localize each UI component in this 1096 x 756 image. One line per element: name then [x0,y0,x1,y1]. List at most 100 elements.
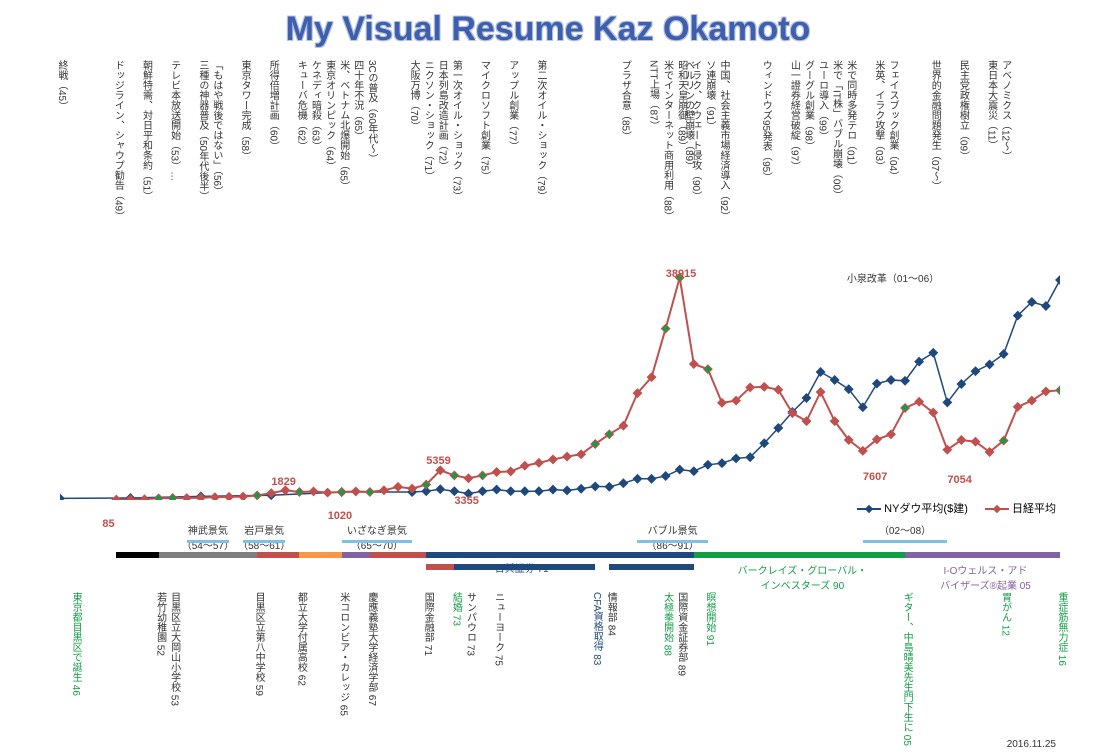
bottom-event: 東京都目黒区で誕生 46 [68,592,83,696]
top-event: 東京タワー完成（58） [237,60,252,161]
chart-annotation: 85 [102,518,114,530]
econ-period-bar [342,540,412,543]
bottom-event: CFA資格取得 83 [589,592,604,665]
nikko-label: 日興証券 71 [495,560,549,575]
top-event: ニクソン・ショック（71） [420,60,435,181]
life-bar [116,552,158,558]
bottom-event: 国際金融部 71 [420,592,435,656]
top-event: ユーロ導入（99） [815,60,830,141]
chart-svg [60,260,1060,500]
top-event: 3Cの普及（60年代～） [364,60,379,164]
life-bar [299,552,341,558]
bottom-event: 胃がん 12 [998,592,1013,636]
econ-period-bar [637,540,707,543]
legend-dow: NYダウ平均($建) [857,500,968,516]
bottom-event: 都立大学付属高校 62 [293,592,308,686]
top-event: 所得倍増計画（60） [265,60,280,151]
top-event: ソ連崩壊（91） [702,60,717,131]
top-event: 東日本大震災（11） [984,60,999,150]
top-event: 米、ベトナム北爆開始（65） [336,60,351,191]
life-bar [257,552,299,558]
top-event: 世界的金融問題発生（07～） [927,60,942,191]
bottom-event: サンパウロ 73 [462,592,477,656]
econ-period-label: （02～08） [875,522,935,537]
top-event: 民主党政権樹立（09） [955,60,970,161]
life-bar [370,552,426,558]
bottom-event: ニューヨーク 75 [491,592,506,666]
top-event: NTT上場（87） [646,60,661,131]
top-event: 終戦（45） [54,60,69,111]
life-bar [342,552,370,558]
chart-annotation: 5359 [426,455,450,467]
bottom-event: 若竹幼稚園 52 [153,592,168,656]
bottom-event: 瞑想開始 91 [702,592,717,646]
top-event: 山一證券経営破綻（97） [786,60,801,171]
top-event: 東京オリンピック（64） [322,60,337,171]
top-event: イラク、クウェート侵攻（90） [688,60,703,201]
life-bar [694,552,905,558]
life-bar [454,564,482,570]
life-bar [426,564,454,570]
top-event: ウィンドウズ95発表（95） [758,60,773,182]
top-event: マイクロソフト創業（75） [477,60,492,181]
life-bar [426,552,694,558]
bottom-event: 太極拳開始 88 [660,592,675,656]
bottom-event: 国際資金証券部 89 [674,592,689,676]
top-event: プラザ合意（85） [617,60,632,141]
econ-period-bar [187,540,229,543]
bottom-event: 結婚 73 [448,592,463,626]
life-bar [905,552,1060,558]
chart-annotation: 1020 [328,510,352,522]
bgi-label: バークレイズ・グローバル・インベスターズ 90 [732,562,872,592]
koizumi-label: 小泉改革（01～06） [847,270,939,285]
chart-annotation: 3355 [454,495,478,507]
bottom-events-container: 東京都目黒区で誕生 46 若竹幼稚園 52目黒区立大岡山小学校 53 目黒区立第八中… [0,592,1096,752]
top-event: 第二次オイル・ショック（79） [533,60,548,201]
life-bar [680,564,694,570]
econ-period-label: 神武景気（54～57） [178,522,238,552]
date-label: 2016.11.25 [1007,739,1056,750]
chart-annotation: 1829 [271,476,295,488]
legend-dow-label: NYダウ平均($建) [884,503,968,515]
top-event: アベノミクス（12～） [998,60,1013,161]
top-event: アップル創業（77） [505,60,520,151]
top-event: 米英、イラク攻撃（03） [871,60,886,171]
top-event: ケネディ暗殺（63） [308,60,323,151]
top-event: テレビ本放送開始（53）… [167,60,182,181]
bottom-event: 目黒区立第八中学校 59 [251,592,266,696]
chart-annotation: 7607 [863,471,887,483]
bottom-event: 慶應義塾大学経済学部 67 [364,592,379,706]
life-bar [159,552,258,558]
top-event: キューバ危機（62） [293,60,308,151]
top-event: フェイスブック創業（04） [885,60,900,181]
top-event: 米で「IT株」バブル崩壊（00） [829,60,844,200]
bottom-event: 米コロンビア・カレッジ 65 [336,592,351,716]
top-event: ドッジライン、シャウプ勧告（49） [110,60,125,221]
top-event: 中国、社会主義市場経済導入（92） [716,60,731,221]
bottom-event: 目黒区立大岡山小学校 53 [167,592,182,706]
chart-annotation: 7054 [947,474,971,486]
econ-period-bar [243,540,285,543]
top-event: 米で同時多発テロ（01） [843,60,858,171]
top-event: 三種の神器普及（50年代後半） [195,60,210,201]
top-event: 「もはや戦後ではない」（56） [209,60,224,196]
bottom-event: 重症筋無力症 16 [1054,592,1069,666]
bottom-event: 情報部 84 [603,592,618,636]
top-event: 朝鮮特需、対日平和条約（51） [139,60,154,201]
bottom-event: ギター、中島晴美先生門下生に 05 [899,592,914,746]
chart-annotation: 38915 [666,268,697,280]
econ-period-bar [863,540,948,543]
life-bar [609,564,679,570]
chart-area [60,260,1060,500]
econ-period-label: 岩戸景気（58～61） [234,522,294,552]
legend-nikkei-label: 日経平均 [1012,503,1056,515]
top-events-container: 終戦（45） ドッジライン、シャウプ勧告（49） 朝鮮特需、対日平和条約（51） テレ… [0,60,1096,260]
top-event: 大阪万博（70） [406,60,421,131]
legend-nikkei: 日経平均 [985,500,1056,516]
top-event: 日本列島改造計画（72） [434,60,449,171]
top-event: 米でインターネット商用利用（88） [660,60,675,221]
page-title: My Visual Resume Kaz Okamoto [286,10,811,49]
legend: NYダウ平均($建) 日経平均 [843,500,1056,516]
econ-period-label: いざなぎ景気（65～70） [347,522,407,552]
econ-period-label: バブル景気（86～91） [643,522,703,552]
